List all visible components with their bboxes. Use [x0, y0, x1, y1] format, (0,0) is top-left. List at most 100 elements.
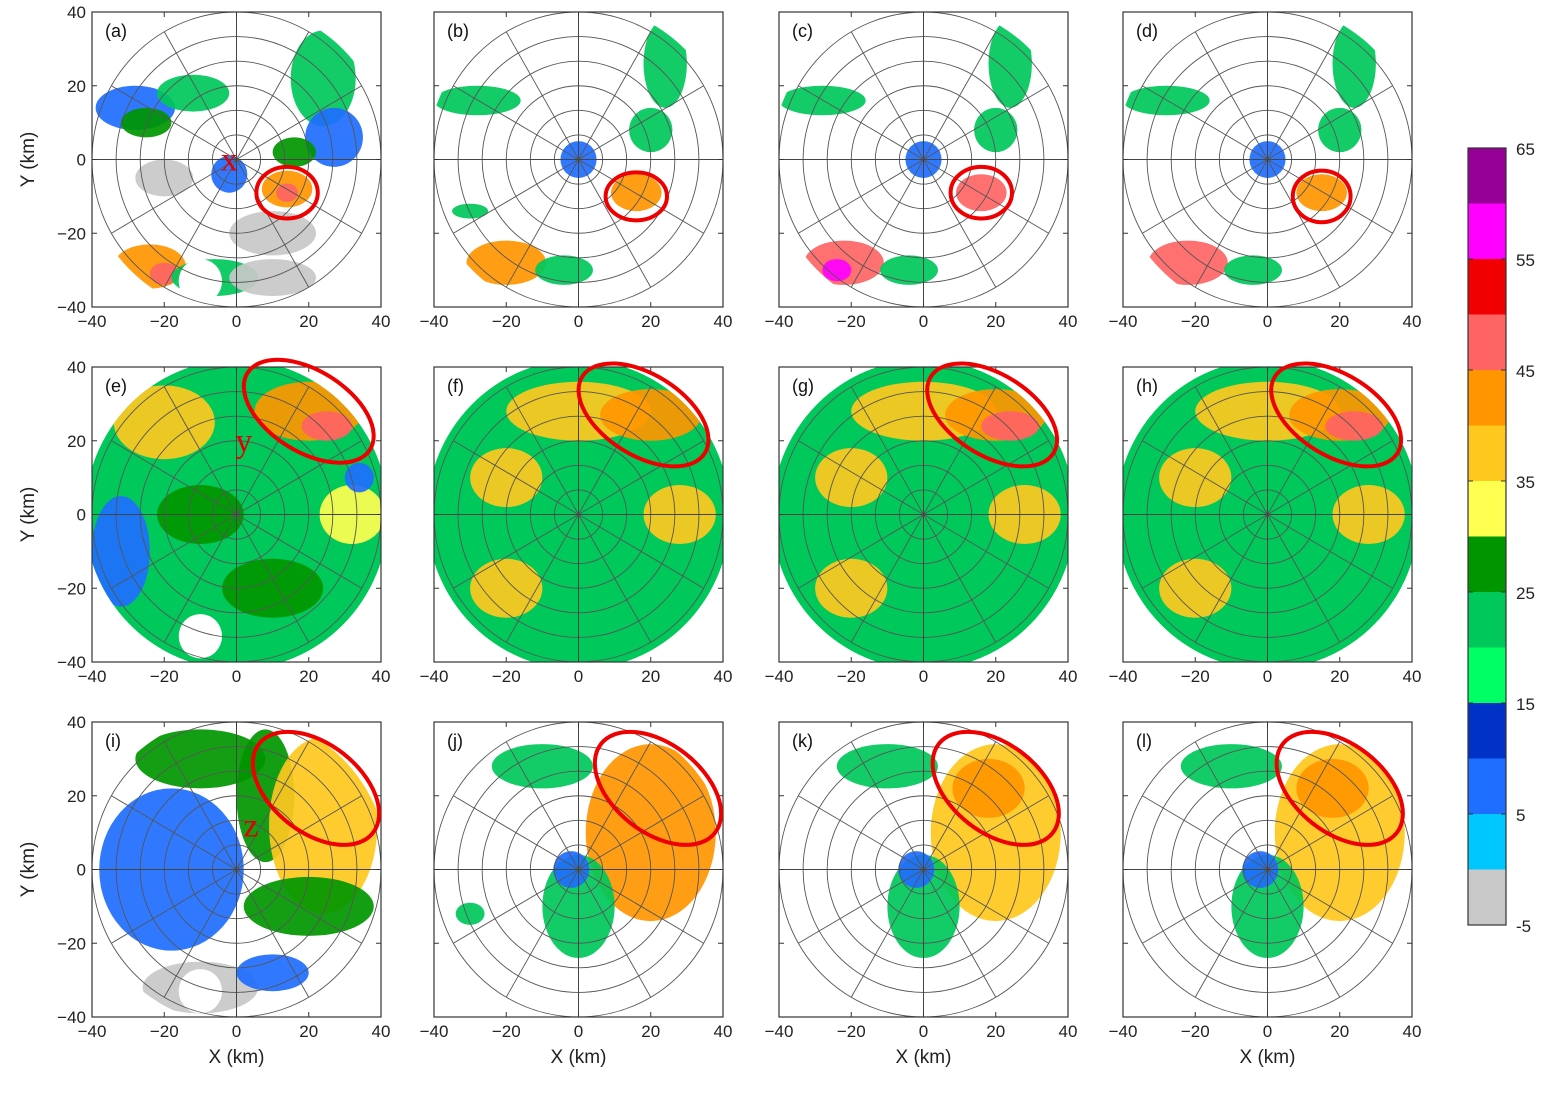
echo-region: [981, 411, 1040, 441]
x-tick-label: 0: [919, 312, 928, 331]
echo-region: [290, 30, 356, 127]
polar-grid: [92, 367, 381, 662]
echo-region: [1296, 758, 1369, 818]
colorbar-bin: [1468, 259, 1506, 315]
x-tick-label: 0: [919, 1022, 928, 1041]
colorbar-tick-label: 25: [1516, 584, 1535, 603]
x-tick-label: 40: [714, 312, 733, 331]
y-axis-label: Y (km): [18, 842, 39, 898]
x-tick-label: 40: [1403, 312, 1422, 331]
radial-line: [1194, 741, 1268, 870]
y-tick-label: −40: [57, 653, 86, 672]
x-tick-label: 0: [232, 1022, 241, 1041]
panel-label: (j): [447, 731, 463, 751]
echo-region: [815, 558, 888, 618]
colorbar-tick-label: -5: [1516, 917, 1531, 936]
echo-region: [836, 744, 938, 789]
echo-region: [1180, 744, 1282, 789]
x-tick-label: 40: [372, 667, 391, 686]
x-tick-label: 40: [1403, 1022, 1422, 1041]
x-tick-label: −40: [765, 667, 794, 686]
y-tick-label: 0: [77, 151, 86, 170]
radial-line: [1142, 440, 1268, 515]
x-tick-label: 20: [1330, 1022, 1349, 1041]
x-tick-label: 0: [232, 667, 241, 686]
echo-region: [1318, 107, 1362, 153]
echo-disk: [95, 30, 363, 304]
echo-region: [822, 259, 852, 282]
panel-label: (d): [1136, 21, 1158, 41]
echo-region: [535, 255, 593, 285]
y-tick-label: −20: [57, 934, 86, 953]
x-tick-label: 0: [574, 667, 583, 686]
echo-region: [229, 211, 316, 256]
radial-line: [1142, 795, 1268, 870]
x-tick-label: −40: [78, 312, 107, 331]
marker-y: y: [235, 423, 252, 460]
polar-grid: [779, 12, 1068, 307]
echo-region: [815, 448, 888, 508]
radial-line: [798, 514, 924, 589]
echo-region: [211, 155, 248, 193]
echo-region: [974, 107, 1018, 153]
highlight-ellipse: [603, 170, 670, 223]
echo-region: [229, 259, 316, 296]
y-tick-label: −20: [57, 579, 86, 598]
x-tick-label: −40: [765, 1022, 794, 1041]
radial-line: [923, 869, 1049, 944]
x-tick-label: 0: [1263, 1022, 1272, 1041]
echo-region: [243, 876, 374, 936]
radial-line: [578, 869, 652, 998]
echo-region: [222, 558, 324, 618]
colorbar-tick-label: 55: [1516, 251, 1535, 270]
colorbar-bin: [1468, 148, 1506, 204]
radial-line: [923, 31, 997, 160]
x-tick-label: −40: [78, 1022, 107, 1041]
radial-line: [798, 85, 924, 160]
panel-d: −40 −20 0 20 40 (d): [1109, 11, 1422, 331]
x-tick-label: 40: [1059, 312, 1078, 331]
y-tick-label: 40: [67, 358, 86, 377]
radial-line: [163, 159, 237, 288]
x-axis-label: X (km): [896, 1047, 952, 1068]
radial-line: [453, 85, 579, 160]
panel-g: −40 −20 0 20 40 (g): [765, 361, 1077, 686]
y-tick-label: 20: [67, 787, 86, 806]
x-tick-label: −20: [492, 667, 521, 686]
radial-line: [798, 159, 924, 234]
radial-line: [923, 440, 1049, 515]
radial-line: [923, 159, 997, 288]
x-tick-label: 20: [299, 312, 318, 331]
polar-grid: [434, 367, 723, 662]
x-tick-label: 40: [372, 1022, 391, 1041]
radial-line: [1267, 869, 1341, 998]
colorbar-bin: [1468, 869, 1506, 925]
echo-layer: [455, 744, 716, 958]
blocked-region: [178, 614, 223, 659]
panel-b: −40 −20 0 20 40 (b): [420, 11, 733, 331]
y-tick-label: −40: [57, 1008, 86, 1027]
echo-region: [600, 389, 702, 441]
radial-line: [1194, 869, 1268, 998]
panel-label: (h): [1136, 376, 1158, 396]
echo-disk: [99, 729, 378, 1014]
radial-line: [923, 514, 997, 643]
echo-region: [1148, 240, 1228, 285]
echo-region: [135, 729, 266, 789]
colorbar-bin: [1468, 703, 1506, 759]
colorbar-tick-label: 45: [1516, 362, 1535, 381]
colorbar-bin: [1468, 647, 1506, 703]
x-tick-label: −20: [1181, 1022, 1210, 1041]
radial-line: [111, 514, 237, 589]
echo-region: [1159, 448, 1232, 508]
radial-line: [850, 159, 924, 288]
x-axis-label: X (km): [551, 1047, 607, 1068]
echo-region: [120, 107, 172, 138]
highlight-ellipse: [592, 729, 724, 847]
polar-grid: [1123, 12, 1412, 307]
x-axis-label: X (km): [1240, 1047, 1296, 1068]
echo-disk: [455, 744, 716, 958]
radial-line: [453, 869, 579, 944]
colorbar-tick-label: 15: [1516, 695, 1535, 714]
